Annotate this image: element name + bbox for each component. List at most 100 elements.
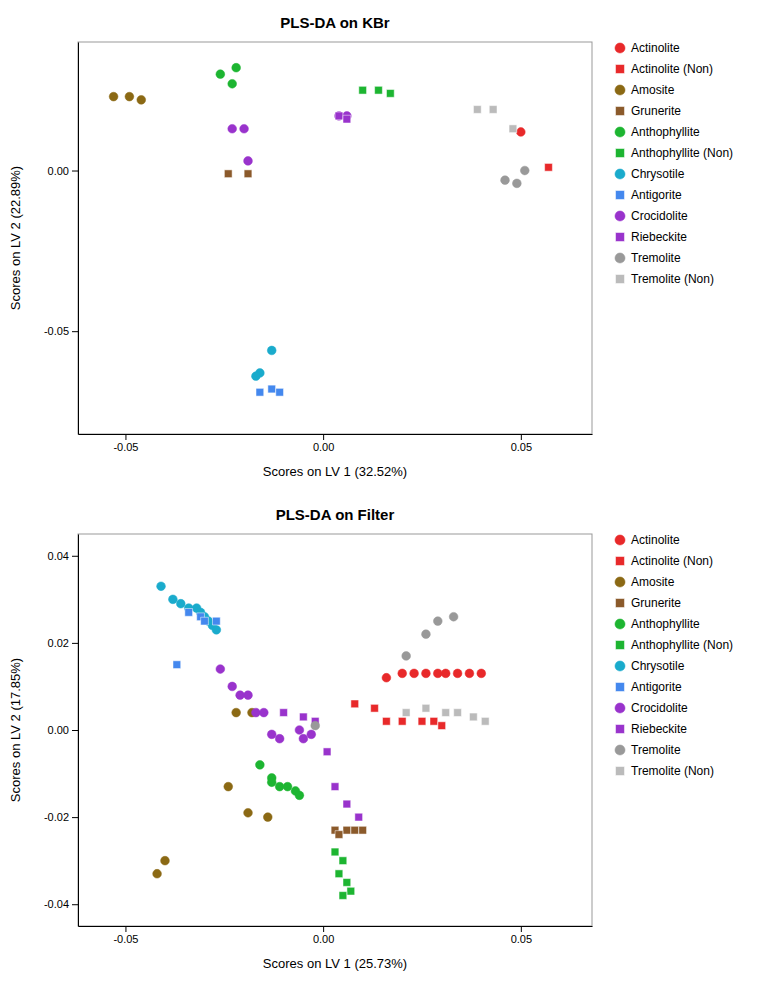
point: [252, 708, 261, 717]
point: [433, 669, 442, 678]
point: [256, 388, 264, 396]
point: [268, 385, 276, 393]
tick-label: 0.05: [511, 933, 532, 945]
series: [256, 760, 304, 799]
series: [109, 92, 145, 104]
point: [383, 717, 391, 725]
legend-symbol: [615, 577, 625, 587]
legend-label: Actinolite: [631, 533, 680, 547]
series: [256, 385, 284, 396]
tick-mark: [521, 434, 522, 440]
tick-mark: [72, 556, 78, 557]
legend-label: Anthophyllite (Non): [631, 638, 733, 652]
point: [299, 734, 308, 743]
tick-label: 0.00: [48, 724, 69, 736]
point: [375, 86, 383, 94]
point: [359, 826, 367, 834]
x-axis-title: Scores on LV 1 (25.73%): [263, 956, 407, 971]
legend-symbol: [615, 619, 625, 629]
point: [398, 669, 407, 678]
legend-item: Antigorite: [616, 680, 682, 694]
point: [263, 813, 272, 822]
x-axis: -0.050.000.05: [79, 926, 593, 945]
legend-label: Crocidolite: [631, 209, 688, 223]
series: [382, 669, 486, 682]
point: [299, 713, 307, 721]
point: [109, 92, 118, 101]
series: [311, 612, 458, 730]
point: [422, 630, 431, 639]
point: [213, 617, 221, 625]
legend-label: Crocidolite: [631, 701, 688, 715]
legend-symbol: [616, 65, 625, 74]
legend-symbol: [616, 641, 625, 650]
point: [125, 92, 134, 101]
point: [236, 691, 245, 700]
series: [335, 112, 351, 123]
point: [244, 157, 253, 166]
tick-mark: [72, 730, 78, 731]
point: [259, 708, 268, 717]
point: [157, 582, 166, 591]
point: [382, 673, 391, 682]
point: [351, 700, 359, 708]
series: [228, 112, 351, 166]
legend-symbol: [616, 725, 625, 734]
point: [331, 783, 339, 791]
point: [173, 661, 181, 669]
point: [386, 90, 394, 98]
series: [280, 709, 363, 821]
point: [228, 124, 237, 133]
point: [335, 870, 343, 878]
y-axis: -0.04-0.020.000.020.04: [44, 535, 79, 927]
point: [410, 669, 419, 678]
series: [359, 86, 394, 97]
legend-item: Anthophyllite (Non): [616, 638, 734, 652]
point: [212, 625, 221, 634]
tick-mark: [125, 434, 126, 440]
tick-mark: [72, 331, 78, 332]
point: [267, 730, 276, 739]
legend-label: Grunerite: [631, 104, 681, 118]
panel: -0.050.000.05-0.04-0.020.000.020.04PLS-D…: [8, 506, 733, 971]
chart-title: PLS-DA on KBr: [280, 14, 390, 31]
legend-symbol: [616, 191, 625, 200]
legend-label: Chrysotile: [631, 167, 685, 181]
point: [343, 826, 351, 834]
legend-item: Amosite: [615, 83, 675, 97]
legend-label: Anthophyllite: [631, 125, 700, 139]
points: [109, 63, 552, 396]
legend-symbol: [615, 745, 625, 755]
point: [520, 166, 529, 175]
tick: -0.05: [113, 434, 138, 453]
legend-item: Amosite: [615, 575, 675, 589]
series: [473, 106, 516, 133]
tick-label: 0.00: [313, 441, 334, 453]
tick-mark: [323, 434, 324, 440]
legend-item: Actinolite: [615, 533, 680, 547]
point: [201, 617, 209, 625]
point: [169, 595, 178, 604]
figure: -0.050.000.05-0.050.00PLS-DA on KBrScore…: [0, 0, 777, 984]
tick: -0.04: [44, 898, 78, 910]
point: [240, 124, 249, 133]
legend-symbol: [616, 233, 625, 242]
point: [453, 669, 462, 678]
legend-item: Chrysotile: [615, 167, 685, 181]
legend-label: Tremolite: [631, 251, 681, 265]
legend-item: Tremolite: [615, 251, 681, 265]
tick: 0.02: [48, 637, 78, 649]
tick: 0.00: [313, 926, 334, 945]
point: [161, 856, 170, 865]
axis-line: [78, 43, 79, 435]
legend-label: Grunerite: [631, 596, 681, 610]
point: [438, 722, 446, 730]
point: [402, 709, 410, 717]
legend-symbol: [615, 535, 625, 545]
point: [275, 734, 284, 743]
series: [173, 609, 220, 669]
legend-label: Tremolite: [631, 743, 681, 757]
legend-item: Riebeckite: [616, 230, 688, 244]
tick-label: 0.02: [48, 637, 69, 649]
point: [283, 782, 292, 791]
